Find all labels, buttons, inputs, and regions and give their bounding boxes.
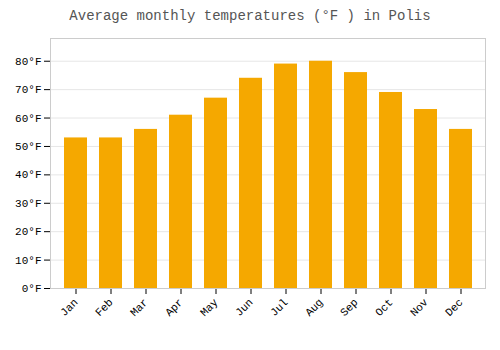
svg-text:50°F: 50°F: [15, 141, 41, 153]
svg-text:Feb: Feb: [93, 296, 115, 318]
svg-text:70°F: 70°F: [15, 84, 41, 96]
svg-text:Dec: Dec: [443, 296, 465, 318]
svg-text:Aug: Aug: [303, 296, 325, 318]
svg-text:0°F: 0°F: [22, 283, 42, 295]
svg-text:Jun: Jun: [233, 296, 255, 318]
svg-text:Mar: Mar: [128, 296, 150, 318]
svg-text:60°F: 60°F: [15, 113, 41, 125]
svg-text:30°F: 30°F: [15, 198, 41, 210]
svg-text:Nov: Nov: [408, 296, 431, 319]
svg-text:Sep: Sep: [338, 296, 360, 318]
svg-text:10°F: 10°F: [15, 255, 41, 267]
svg-text:Oct: Oct: [373, 296, 395, 318]
svg-text:80°F: 80°F: [15, 56, 41, 68]
svg-text:Jul: Jul: [268, 296, 290, 318]
svg-text:Apr: Apr: [163, 296, 185, 318]
svg-text:Jan: Jan: [58, 296, 80, 318]
svg-text:20°F: 20°F: [15, 226, 41, 238]
html-text:Average monthly temperatures (: Average monthly temperatures (°F ) in Po…: [69, 8, 431, 24]
svg-text:May: May: [198, 296, 221, 319]
svg-text:40°F: 40°F: [15, 169, 41, 181]
